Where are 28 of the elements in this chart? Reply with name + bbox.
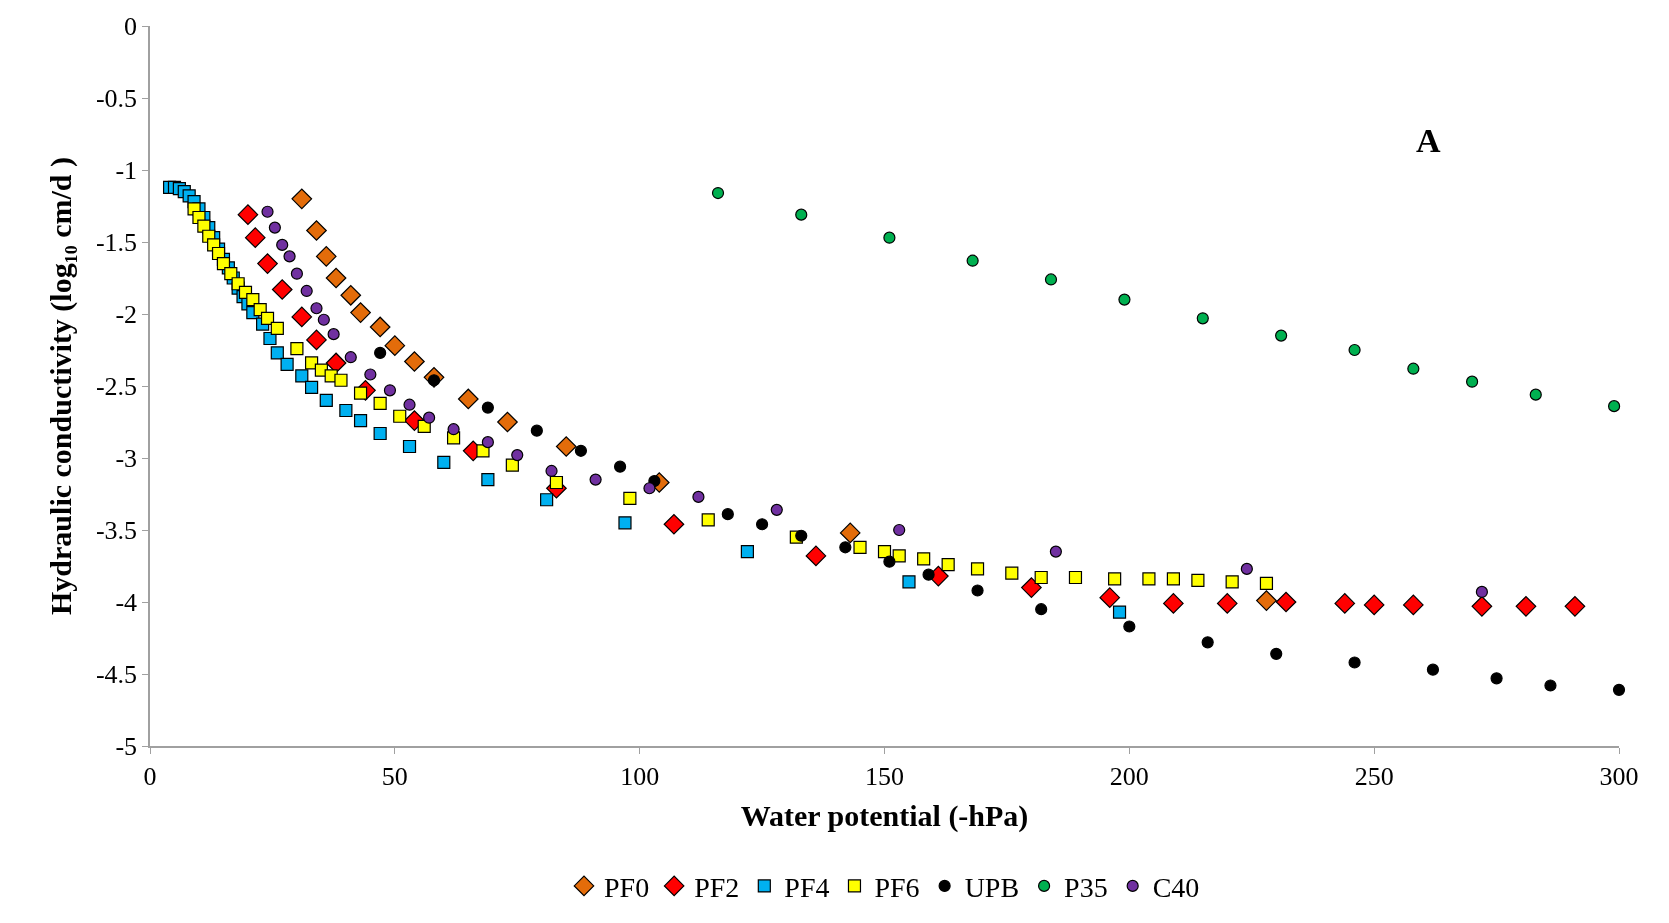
x-tick-label: 0 [143, 761, 157, 791]
y-tick-label: -0.5 [95, 84, 138, 114]
x-tick-label: 300 [1599, 761, 1639, 791]
annotation: A [1416, 122, 1441, 159]
y-tick-label: -4.5 [95, 660, 138, 690]
legend-label: PF4 [784, 871, 830, 903]
y-tick-label: 0 [124, 12, 138, 42]
y-tick-label: -2 [115, 300, 138, 330]
y-tick-label: -2.5 [95, 372, 138, 402]
y-tick-label: -1 [115, 156, 138, 186]
y-axis-title: Hydraulic conductivity (log₁₀ cm/d ) [44, 157, 79, 615]
x-axis-title: Water potential (-hPa) [740, 798, 1029, 833]
y-tick-label: -3.5 [95, 516, 138, 546]
legend-label: PF2 [694, 871, 740, 903]
y-tick-label: -4 [115, 588, 138, 618]
y-tick-label: -1.5 [95, 228, 138, 258]
x-tick-label: 250 [1354, 761, 1394, 791]
legend-label: C40 [1152, 871, 1200, 903]
x-tick-label: 150 [865, 761, 904, 791]
legend-label: PF0 [604, 871, 650, 903]
x-tick-label: 200 [1109, 761, 1149, 791]
legend-label: P35 [1064, 871, 1108, 903]
x-tick-label: 100 [620, 761, 660, 791]
x-tick-label: 50 [381, 761, 408, 791]
legend-label: PF6 [874, 871, 920, 903]
y-tick-label: -5 [115, 732, 138, 762]
y-tick-label: -3 [115, 444, 138, 474]
legend-label: UPB [964, 871, 1020, 903]
